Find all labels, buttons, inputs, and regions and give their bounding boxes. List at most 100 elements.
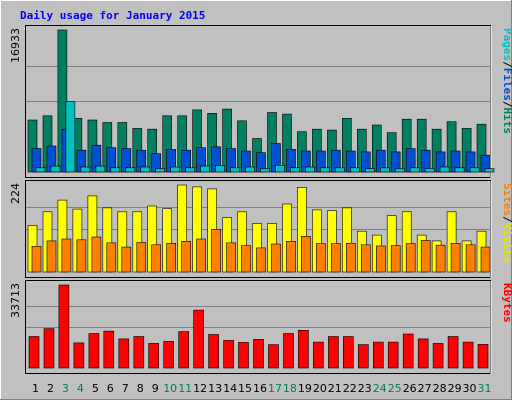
bar-kbytes-kbytes-day-20 bbox=[313, 341, 324, 369]
day-label-13: 13 bbox=[208, 382, 222, 395]
bar-kbytes-kbytes-day-29 bbox=[447, 336, 459, 369]
series-legend-part: / bbox=[501, 101, 512, 108]
bar-hits-pages-day-15 bbox=[245, 166, 255, 173]
series-legend-part: Sites bbox=[501, 183, 512, 216]
bar-hits-pages-day-20 bbox=[320, 167, 330, 173]
bar-hits-pages-day-2 bbox=[50, 165, 61, 173]
series-legend-part: Hits bbox=[501, 108, 512, 135]
bar-hits-pages-day-29 bbox=[454, 167, 465, 173]
bar-visits-sites-day-14 bbox=[226, 242, 236, 273]
bar-kbytes-kbytes-day-30 bbox=[462, 341, 474, 369]
bar-hits-pages-day-13 bbox=[215, 165, 225, 173]
chart-title: Daily usage for January 2015 bbox=[20, 9, 205, 22]
bar-hits-pages-day-28 bbox=[439, 166, 450, 173]
series-legend-part: KBytes bbox=[501, 283, 512, 323]
bar-visits-sites-day-24 bbox=[375, 245, 386, 273]
series-legend-part: Pages bbox=[501, 28, 512, 61]
bar-hits-pages-day-30 bbox=[469, 167, 480, 173]
bar-kbytes-kbytes-day-7 bbox=[118, 338, 130, 369]
bar-kbytes-kbytes-day-18 bbox=[283, 333, 294, 369]
day-label-17: 17 bbox=[268, 382, 282, 395]
day-label-19: 19 bbox=[298, 382, 312, 395]
bar-visits-sites-day-15 bbox=[241, 245, 251, 273]
series-legend-label: Sites/Visits bbox=[501, 183, 512, 263]
bar-visits-sites-day-20 bbox=[316, 243, 326, 273]
day-label-25: 25 bbox=[388, 382, 402, 395]
bar-kbytes-kbytes-day-28 bbox=[432, 343, 444, 369]
bar-visits-sites-day-25 bbox=[390, 245, 401, 273]
bar-hits-pages-day-18 bbox=[290, 167, 300, 173]
bar-hits-pages-day-6 bbox=[110, 167, 121, 173]
bar-hits-pages-day-14 bbox=[230, 167, 240, 173]
bar-hits-pages-day-24 bbox=[379, 167, 390, 173]
bar-hits-pages-day-11 bbox=[185, 167, 195, 173]
bar-visits-sites-day-21 bbox=[331, 243, 341, 273]
day-label-11: 11 bbox=[178, 382, 192, 395]
bar-visits-sites-day-19 bbox=[301, 236, 311, 273]
bar-visits-sites-day-27 bbox=[420, 240, 431, 273]
bar-kbytes-kbytes-day-4 bbox=[73, 342, 85, 369]
bar-kbytes-kbytes-day-16 bbox=[253, 339, 264, 369]
bar-visits-sites-day-6 bbox=[106, 242, 117, 273]
day-label-4: 4 bbox=[77, 382, 84, 395]
panel-hits: 16933 Pages/Files/Hits bbox=[9, 25, 512, 178]
bar-kbytes-kbytes-day-15 bbox=[238, 342, 249, 369]
series-legend-label: Pages/Files/Hits bbox=[501, 28, 512, 134]
bar-kbytes-kbytes-day-26 bbox=[402, 333, 414, 369]
bar-kbytes-kbytes-day-24 bbox=[372, 341, 384, 369]
bar-hits-pages-day-19 bbox=[305, 166, 315, 173]
y-max-label: 16933 bbox=[9, 28, 22, 63]
day-label-14: 14 bbox=[223, 382, 237, 395]
bar-hits-pages-day-4 bbox=[80, 166, 91, 173]
day-label-6: 6 bbox=[107, 382, 114, 395]
bar-kbytes-kbytes-day-13 bbox=[208, 334, 219, 369]
series-legend-label: KBytes bbox=[501, 283, 512, 323]
day-label-18: 18 bbox=[283, 382, 297, 395]
bar-hits-pages-day-5 bbox=[95, 165, 106, 173]
panel-visits: 224 Sites/Visits bbox=[9, 180, 512, 278]
bar-visits-sites-day-23 bbox=[360, 244, 371, 273]
bar-kbytes-kbytes-day-23 bbox=[357, 344, 369, 369]
bar-visits-sites-day-9 bbox=[151, 244, 161, 273]
bar-hits-pages-day-21 bbox=[335, 167, 345, 173]
bar-visits-sites-day-31 bbox=[480, 246, 491, 273]
bar-hits-pages-day-7 bbox=[125, 167, 136, 173]
day-label-1: 1 bbox=[32, 382, 39, 395]
bar-kbytes-kbytes-day-12 bbox=[193, 309, 204, 369]
bar-kbytes-kbytes-day-14 bbox=[223, 340, 234, 369]
bar-kbytes-kbytes-day-17 bbox=[268, 344, 279, 369]
y-max-label: 224 bbox=[9, 183, 22, 204]
day-label-31: 31 bbox=[478, 382, 492, 395]
bar-visits-sites-day-8 bbox=[136, 242, 147, 273]
day-label-2: 2 bbox=[47, 382, 54, 395]
bar-hits-pages-day-27 bbox=[424, 168, 435, 173]
bar-visits-sites-day-30 bbox=[465, 244, 476, 273]
bar-visits-sites-day-10 bbox=[166, 243, 176, 273]
day-label-28: 28 bbox=[433, 382, 447, 395]
bar-visits-sites-day-16 bbox=[256, 247, 266, 273]
bar-hits-pages-day-22 bbox=[349, 167, 360, 173]
bar-kbytes-kbytes-day-19 bbox=[298, 329, 309, 369]
day-label-10: 10 bbox=[163, 382, 177, 395]
day-label-26: 26 bbox=[403, 382, 417, 395]
bar-kbytes-kbytes-day-3 bbox=[58, 284, 70, 369]
bar-hits-pages-day-9 bbox=[155, 168, 165, 173]
bar-hits-pages-day-25 bbox=[394, 168, 405, 173]
day-label-21: 21 bbox=[328, 382, 342, 395]
bar-hits-pages-day-23 bbox=[364, 168, 375, 173]
bar-visits-sites-day-11 bbox=[181, 241, 191, 273]
bar-kbytes-kbytes-day-6 bbox=[103, 330, 115, 369]
bar-visits-sites-day-17 bbox=[271, 243, 281, 273]
bar-kbytes-kbytes-day-11 bbox=[178, 331, 189, 369]
bar-visits-sites-day-22 bbox=[345, 243, 356, 273]
day-label-30: 30 bbox=[463, 382, 477, 395]
day-label-22: 22 bbox=[343, 382, 357, 395]
series-legend-part: / bbox=[501, 61, 512, 68]
bar-visits-sites-day-12 bbox=[196, 238, 206, 273]
day-label-29: 29 bbox=[448, 382, 462, 395]
day-label-7: 7 bbox=[122, 382, 129, 395]
bar-visits-sites-day-2 bbox=[46, 240, 57, 273]
day-label-20: 20 bbox=[313, 382, 327, 395]
bar-kbytes-kbytes-day-8 bbox=[133, 336, 145, 369]
